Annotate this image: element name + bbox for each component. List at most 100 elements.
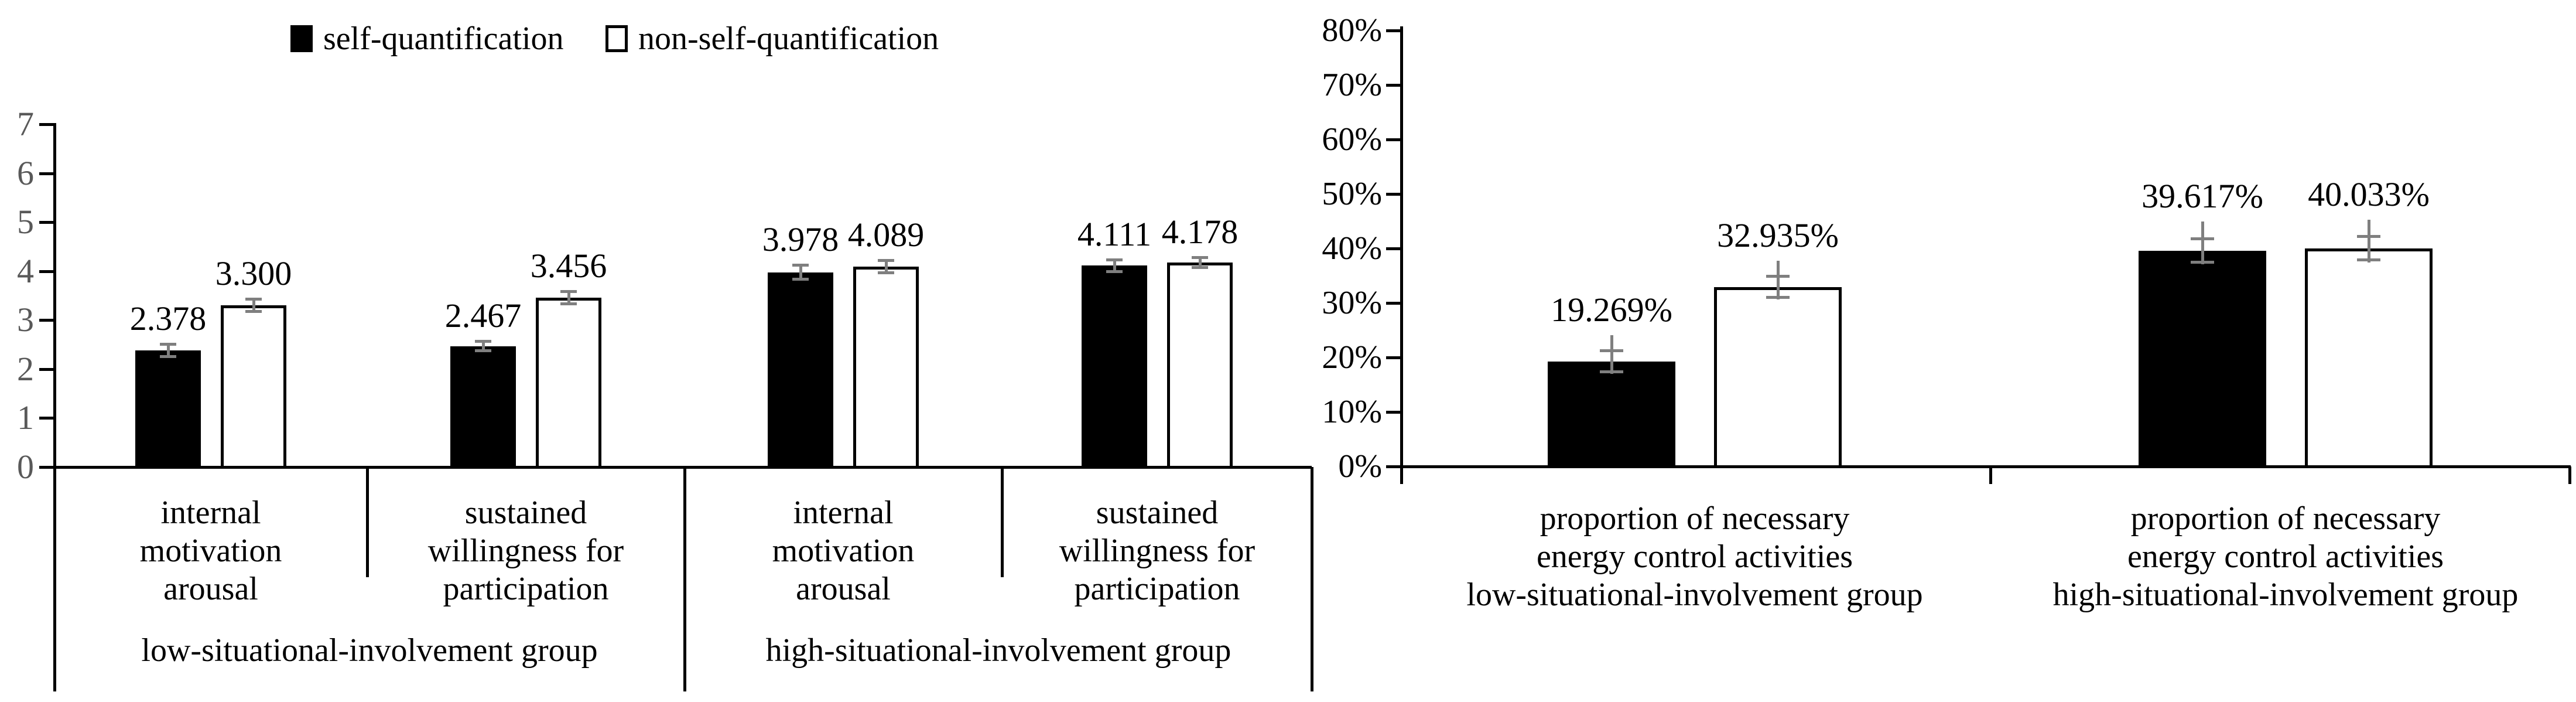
error-bar-cap-bottom <box>792 278 809 281</box>
bar-self-quantification <box>2139 251 2266 468</box>
category-label-line: arousal <box>796 571 891 607</box>
error-bar-cap-top <box>560 290 577 293</box>
x-axis-group-tick <box>1989 466 1992 484</box>
category-cell-separator <box>1001 467 1004 577</box>
bar-self-quantification <box>1082 265 1147 469</box>
y-tick-label: 20% <box>1322 339 1382 376</box>
y-axis-tick <box>39 319 54 322</box>
value-label: 32.935% <box>1717 216 1839 254</box>
bar-non-self-quantification <box>2305 248 2433 468</box>
legend-item-self-quantification: self-quantification <box>290 21 564 56</box>
y-tick-label: 70% <box>1322 67 1382 103</box>
error-bar-cap-bottom <box>2357 258 2380 261</box>
y-tick-label: 4 <box>17 252 34 290</box>
x-axis-line <box>1386 465 2571 468</box>
error-bar-line <box>1777 261 1780 299</box>
category-label-line: motivation <box>139 533 282 569</box>
legend-label-self-quantification: self-quantification <box>323 21 564 57</box>
error-bar-cap-top <box>2357 235 2380 238</box>
error-bar-cap-top <box>1766 275 1790 278</box>
y-axis-tick <box>1386 193 1401 196</box>
category-label-line: proportion of necessary <box>2130 500 2441 537</box>
y-axis-tick <box>39 417 54 420</box>
y-axis-tick <box>39 172 54 175</box>
error-bar-cap-bottom <box>1192 266 1208 269</box>
error-bar-cap-top <box>878 259 894 262</box>
y-tick-label: 10% <box>1322 394 1382 430</box>
value-label: 4.111 <box>1077 215 1152 253</box>
error-bar-cap-bottom <box>1600 370 1623 373</box>
y-axis-line <box>53 123 56 691</box>
value-label: 4.089 <box>847 216 925 254</box>
y-axis-tick <box>39 221 54 224</box>
category-label-line: sustained <box>464 495 587 531</box>
error-bar-cap-bottom <box>245 310 262 313</box>
error-bar-cap-top <box>1192 256 1208 259</box>
y-axis-tick <box>1386 138 1401 141</box>
category-label-line: sustained <box>1096 495 1219 531</box>
error-bar-cap-bottom <box>1106 270 1123 273</box>
y-tick-label: 3 <box>17 301 34 339</box>
category-label-line: motivation <box>772 533 915 569</box>
x-axis-group-tick <box>2568 466 2571 484</box>
category-label-line: internal <box>160 495 261 531</box>
y-axis-tick <box>39 270 54 273</box>
y-tick-label: 80% <box>1322 12 1382 49</box>
value-label: 3.978 <box>762 220 839 258</box>
error-bar-cap-top <box>160 343 176 346</box>
error-bar-cap-top <box>1600 349 1623 352</box>
y-axis-tick <box>1386 84 1401 87</box>
category-label-line: participation <box>443 571 609 607</box>
legend-swatch-black-icon <box>290 25 313 52</box>
group-label: low-situational-involvement group <box>141 632 598 669</box>
group-label: low-situational-involvement group <box>1466 577 1923 613</box>
legend-item-non-self-quantification: non-self-quantification <box>605 21 939 56</box>
y-tick-label: 5 <box>17 203 34 241</box>
bar-self-quantification <box>768 272 833 469</box>
y-tick-label: 2 <box>17 350 34 388</box>
error-bar-line <box>799 265 802 280</box>
x-axis-line <box>39 466 1312 469</box>
group-label: high-situational-involvement group <box>765 632 1231 669</box>
y-tick-label: 1 <box>17 398 34 437</box>
error-bar-line <box>1199 257 1202 268</box>
error-bar-cap-bottom <box>2191 261 2214 264</box>
bar-self-quantification <box>135 350 201 469</box>
y-axis-tick <box>39 368 54 371</box>
y-tick-label: 7 <box>17 105 34 143</box>
value-label: 3.300 <box>215 254 292 292</box>
category-cell-separator <box>683 467 686 691</box>
category-label-line: proportion of necessary <box>1540 500 1850 537</box>
y-axis-tick <box>1386 302 1401 305</box>
category-label-line: internal <box>793 495 894 531</box>
legend-swatch-white-icon <box>605 25 628 52</box>
y-tick-label: 60% <box>1322 121 1382 158</box>
value-label: 2.378 <box>129 299 207 338</box>
error-bar-line <box>1113 260 1116 272</box>
error-bar-cap-bottom <box>1766 296 1790 299</box>
group-label: high-situational-involvement group <box>2052 577 2519 613</box>
value-label: 2.467 <box>444 297 522 335</box>
error-bar-line <box>2368 220 2370 263</box>
y-axis-tick <box>1386 411 1401 414</box>
legend: self-quantification non-self-quantificat… <box>0 0 2576 70</box>
bar-non-self-quantification <box>536 298 601 469</box>
error-bar-line <box>567 291 570 304</box>
bar-non-self-quantification <box>1167 263 1233 469</box>
category-cell-separator <box>366 467 369 577</box>
category-label-line: willingness for <box>1059 533 1255 569</box>
value-label: 4.178 <box>1161 213 1239 251</box>
error-bar-line <box>482 341 485 351</box>
error-bar-cap-top <box>1106 258 1123 261</box>
error-bar-cap-top <box>245 298 262 301</box>
category-cell-separator <box>1311 467 1313 691</box>
error-bar-line <box>2201 221 2204 264</box>
category-label-line: participation <box>1074 571 1240 607</box>
error-bar-line <box>167 344 170 357</box>
y-tick-label: 0 <box>17 448 34 486</box>
error-bar-cap-top <box>792 264 809 267</box>
value-label: 40.033% <box>2308 175 2430 213</box>
error-bar-cap-top <box>2191 237 2214 240</box>
y-axis-tick <box>1386 356 1401 359</box>
